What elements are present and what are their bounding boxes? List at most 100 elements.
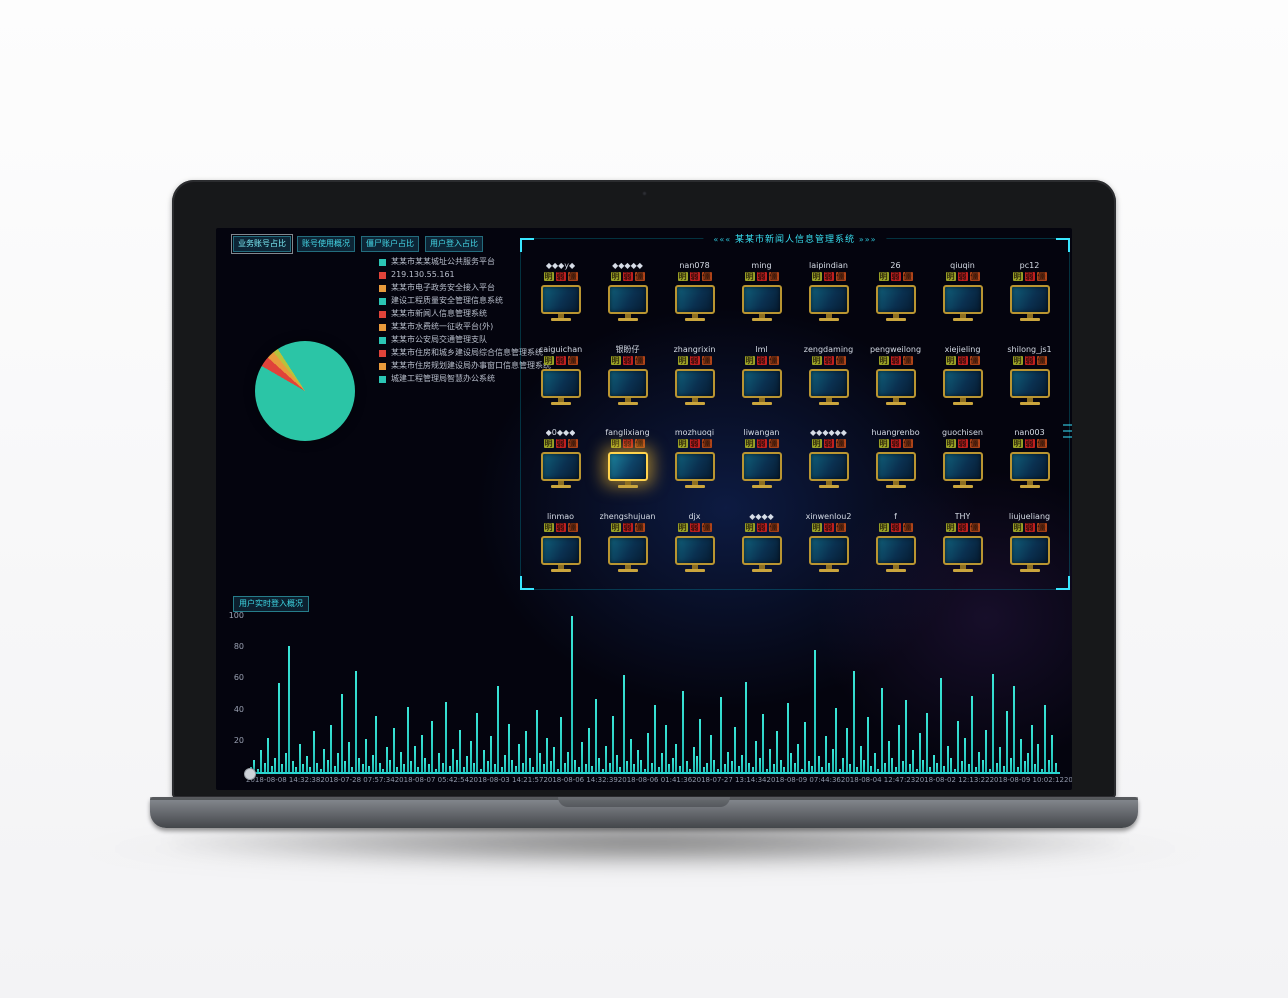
- user-cell[interactable]: pc12 明弱僵: [996, 253, 1063, 337]
- user-cell[interactable]: liwangan 明弱僵: [728, 420, 795, 504]
- risk-badge: 明: [945, 272, 956, 281]
- datazoom-handle[interactable]: [244, 768, 256, 780]
- bar: [730, 761, 733, 772]
- monitor-icon[interactable]: [1009, 452, 1050, 488]
- legend-item[interactable]: 某某市住房和城乡建设局综合信息管理系统: [379, 349, 551, 357]
- user-cell[interactable]: nan003 明弱僵: [996, 420, 1063, 504]
- monitor-icon-highlighted[interactable]: [607, 452, 648, 488]
- monitor-icon[interactable]: [808, 535, 849, 572]
- user-name: pc12: [1019, 261, 1040, 270]
- tab-1[interactable]: 业务账号占比: [231, 234, 293, 254]
- monitor-icon[interactable]: [674, 452, 715, 488]
- legend-item[interactable]: 219.130.55.161: [379, 271, 551, 279]
- monitor-icon[interactable]: [741, 452, 782, 488]
- legend-item[interactable]: 城建工程管理局智慧办公系统: [379, 375, 551, 383]
- user-cell[interactable]: 银盼仔明弱僵: [594, 337, 661, 421]
- tab-2[interactable]: 账号使用概况: [297, 236, 355, 252]
- risk-badge: 弱: [890, 272, 901, 281]
- user-cell[interactable]: zhengshujuan 明弱僵: [594, 504, 661, 588]
- user-cell[interactable]: ming 明弱僵: [728, 253, 795, 337]
- risk-badge: 明: [543, 272, 554, 281]
- tab-4[interactable]: 用户登入占比: [425, 236, 483, 252]
- monitor-icon[interactable]: [875, 452, 916, 488]
- bar: [908, 764, 911, 772]
- legend-item[interactable]: 建设工程质量安全管理信息系统: [379, 297, 551, 305]
- user-cell[interactable]: xiejieling 明弱僵: [929, 337, 996, 421]
- user-cell[interactable]: zengdaming 明弱僵: [795, 337, 862, 421]
- risk-badge: 僵: [1036, 439, 1047, 448]
- bar: [790, 753, 793, 772]
- monitor-icon[interactable]: [674, 535, 715, 572]
- legend-item[interactable]: 某某市水费统一征收平台(外): [379, 323, 551, 331]
- monitor-icon[interactable]: [875, 368, 916, 405]
- legend-item[interactable]: 某某市电子政务安全接入平台: [379, 284, 551, 292]
- bar: [748, 762, 751, 772]
- monitor-icon[interactable]: [1009, 285, 1050, 321]
- user-cell[interactable]: nan078 明弱僵: [661, 253, 728, 337]
- bar: [581, 742, 584, 772]
- bar: [831, 748, 834, 772]
- user-cell[interactable]: xinwenlou2 明弱僵: [795, 504, 862, 588]
- risk-badge: 明: [811, 439, 822, 448]
- monitor-icon[interactable]: [741, 535, 782, 572]
- user-risk-badges: 明弱僵: [543, 522, 578, 532]
- user-cell[interactable]: lml 明弱僵: [728, 337, 795, 421]
- monitor-icon[interactable]: [540, 285, 581, 321]
- user-cell[interactable]: ◆◆◆◆◆◆ 明弱僵: [795, 420, 862, 504]
- user-cell[interactable]: guochisen 明弱僵: [929, 420, 996, 504]
- monitor-icon[interactable]: [942, 368, 983, 405]
- user-cell[interactable]: liujueliang 明弱僵: [996, 504, 1063, 588]
- monitor-icon[interactable]: [741, 368, 782, 405]
- monitor-icon[interactable]: [808, 452, 849, 488]
- bar: [448, 765, 451, 772]
- monitor-icon[interactable]: [607, 285, 648, 321]
- monitor-icon[interactable]: [540, 368, 581, 405]
- legend-item[interactable]: 某某市新闻人信息管理系统: [379, 310, 551, 318]
- bar: [382, 768, 385, 772]
- user-cell[interactable]: zhangrixin 明弱僵: [661, 337, 728, 421]
- monitor-icon[interactable]: [808, 285, 849, 321]
- legend-label: 某某市住房规划建设局办事窗口信息管理系统: [391, 361, 551, 370]
- user-cell[interactable]: fanglixiang 明弱僵: [594, 420, 661, 504]
- legend-item[interactable]: 某某市公安局交通管理支队: [379, 336, 551, 344]
- monitor-icon[interactable]: [875, 285, 916, 321]
- legend-item[interactable]: 某某市住房规划建设局办事窗口信息管理系统: [379, 362, 551, 370]
- monitor-icon[interactable]: [942, 535, 983, 572]
- risk-badge: 弱: [555, 439, 566, 448]
- user-risk-badges: 明弱僵: [811, 439, 846, 448]
- user-cell[interactable]: laipindian 明弱僵: [795, 253, 862, 337]
- user-cell[interactable]: djx 明弱僵: [661, 504, 728, 588]
- monitor-icon[interactable]: [808, 368, 849, 405]
- user-cell[interactable]: huangrenbo 明弱僵: [862, 420, 929, 504]
- monitor-icon[interactable]: [942, 452, 983, 488]
- user-cell[interactable]: THY 明弱僵: [929, 504, 996, 588]
- tab-3[interactable]: 僵尸账户占比: [361, 236, 419, 252]
- monitor-icon[interactable]: [674, 368, 715, 405]
- user-cell[interactable]: linmao 明弱僵: [527, 504, 594, 588]
- monitor-icon[interactable]: [674, 285, 715, 321]
- monitor-icon[interactable]: [1009, 535, 1050, 572]
- user-cell[interactable]: qiuqin 明弱僵: [929, 253, 996, 337]
- bar: [368, 765, 371, 772]
- user-cell[interactable]: pengweilong 明弱僵: [862, 337, 929, 421]
- monitor-icon[interactable]: [875, 535, 916, 572]
- user-cell[interactable]: ◆◆◆◆◆ 明弱僵: [594, 253, 661, 337]
- monitor-icon[interactable]: [1009, 368, 1050, 405]
- monitor-icon[interactable]: [741, 285, 782, 321]
- monitor-icon[interactable]: [607, 535, 648, 572]
- user-cell[interactable]: mozhuoqi 明弱僵: [661, 420, 728, 504]
- monitor-icon[interactable]: [540, 452, 581, 488]
- user-cell[interactable]: ◆◆◆y◆ 明弱僵: [527, 253, 594, 337]
- monitor-icon[interactable]: [942, 285, 983, 321]
- legend-item[interactable]: 某某市某某城址公共服务平台: [379, 258, 551, 266]
- user-cell[interactable]: shilong_js1 明弱僵: [996, 337, 1063, 421]
- user-cell[interactable]: ◆0◆◆◆ 明弱僵: [527, 420, 594, 504]
- bar: [988, 768, 991, 772]
- user-cell[interactable]: 26 明弱僵: [862, 253, 929, 337]
- monitor-icon[interactable]: [607, 368, 648, 405]
- user-cell[interactable]: ◆◆◆◆ 明弱僵: [728, 504, 795, 588]
- monitor-icon[interactable]: [540, 535, 581, 572]
- legend-label: 某某市新闻人信息管理系统: [391, 309, 487, 318]
- user-cell[interactable]: caiguichan 明弱僵: [527, 337, 594, 421]
